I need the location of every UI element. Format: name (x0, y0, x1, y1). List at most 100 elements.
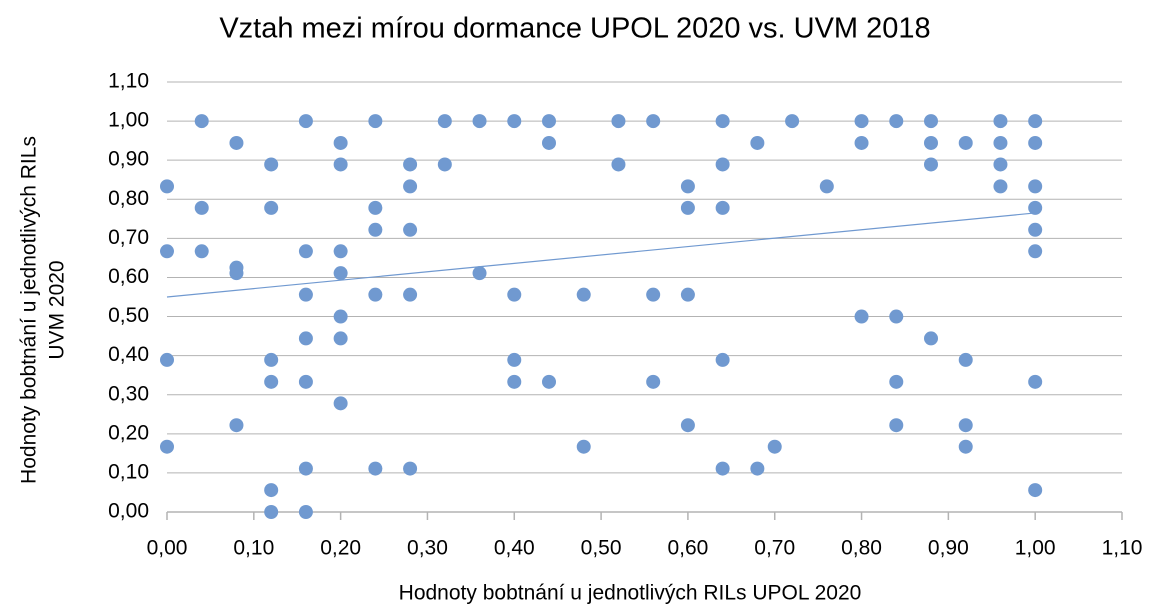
point (715, 114, 730, 129)
x-tick-label: 0,80 (841, 537, 882, 560)
point (715, 200, 730, 215)
point (194, 200, 209, 215)
y-tick-label: 0,00 (108, 500, 149, 523)
point (160, 244, 174, 259)
point (333, 266, 348, 281)
point (958, 135, 973, 150)
point (298, 331, 313, 346)
point (368, 287, 383, 302)
point (264, 374, 279, 389)
point (715, 461, 730, 476)
y-tick-label: 0,80 (108, 187, 149, 210)
point (889, 418, 904, 433)
point (507, 374, 522, 389)
point (194, 244, 209, 259)
point (298, 505, 313, 519)
point (854, 309, 869, 324)
point (229, 418, 244, 433)
point (646, 374, 661, 389)
point (854, 114, 869, 129)
y-tick-label: 0,60 (108, 265, 149, 288)
point (1028, 200, 1043, 215)
point (924, 331, 938, 346)
point (368, 200, 383, 215)
point (646, 114, 661, 129)
point (924, 157, 938, 172)
x-tick-label: 0,90 (928, 537, 969, 560)
point (1028, 114, 1043, 129)
point (472, 266, 487, 281)
point (542, 374, 556, 389)
point (576, 439, 591, 454)
x-tick-label: 0,10 (233, 537, 274, 560)
x-tick-label: 0,30 (407, 537, 448, 560)
trendline (166, 212, 1036, 298)
point (958, 439, 973, 454)
point (993, 114, 1008, 129)
y-axis-label: UVM 2020 (46, 260, 69, 359)
point (264, 352, 279, 367)
point (333, 157, 348, 172)
point (333, 309, 348, 324)
point (194, 114, 209, 129)
y-tick-label: 0,90 (108, 148, 149, 171)
point (403, 287, 418, 302)
y-tick-label: 0,50 (108, 304, 149, 327)
point (403, 179, 418, 194)
y-tick-label: 1,10 (108, 70, 149, 93)
y-axis-label: Hodnoty bobtnání u jednotlivých RILs (18, 136, 41, 484)
point (298, 287, 313, 302)
point (264, 483, 279, 498)
x-tick-label: 0,20 (320, 537, 361, 560)
point (680, 179, 695, 194)
point (680, 418, 695, 433)
point (333, 331, 348, 346)
y-tick-label: 0,30 (108, 382, 149, 405)
point (958, 418, 973, 433)
point (993, 135, 1008, 150)
point (750, 461, 765, 476)
point (542, 114, 556, 129)
point (924, 114, 938, 129)
point (1028, 244, 1043, 259)
point (576, 287, 591, 302)
point (819, 179, 834, 194)
point (403, 222, 418, 237)
x-tick-label: 0,70 (754, 537, 795, 560)
point (298, 114, 313, 129)
point (368, 461, 383, 476)
y-tick-label: 1,00 (108, 109, 149, 132)
point (368, 114, 383, 129)
point (611, 157, 626, 172)
point (298, 244, 313, 259)
point (750, 135, 765, 150)
point (993, 179, 1008, 194)
point (507, 114, 522, 129)
x-tick-label: 1,00 (1015, 537, 1056, 560)
point (333, 135, 348, 150)
x-axis-label: Hodnoty bobtnání u jednotlivých RILs UPO… (399, 582, 862, 605)
point (437, 114, 452, 129)
point (542, 135, 556, 150)
point (298, 374, 313, 389)
point (160, 179, 174, 194)
point (680, 200, 695, 215)
point (1028, 483, 1043, 498)
point (403, 461, 418, 476)
point (767, 439, 782, 454)
point (298, 461, 313, 476)
point (264, 157, 279, 172)
point (264, 200, 279, 215)
point (403, 157, 418, 172)
point (924, 135, 938, 150)
point (368, 222, 383, 237)
x-tick-label: 1,10 (1102, 537, 1143, 560)
point (958, 352, 973, 367)
point (229, 266, 244, 281)
point (715, 352, 730, 367)
point (680, 287, 695, 302)
point (1028, 374, 1043, 389)
point (472, 114, 487, 129)
point (1028, 179, 1043, 194)
